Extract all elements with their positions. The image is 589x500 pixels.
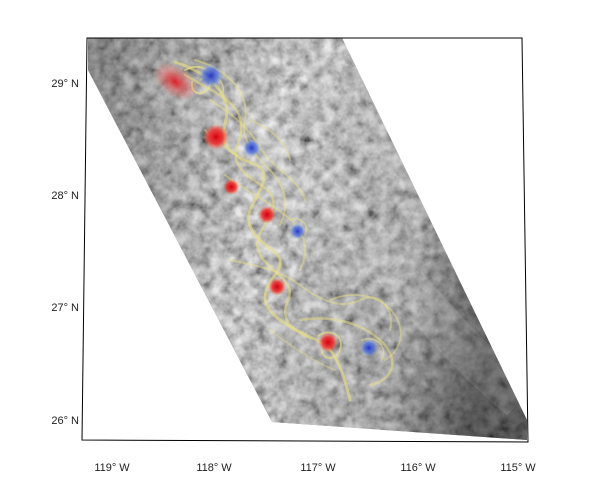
- positive-vortex: [268, 277, 287, 296]
- lat-tick-label: 29° N: [51, 78, 79, 90]
- positive-vortex: [203, 123, 229, 150]
- map-frame: [81, 37, 529, 443]
- streamlines: [173, 59, 402, 402]
- negative-vortex: [242, 139, 261, 158]
- lon-tick-label: 117° W: [300, 462, 336, 474]
- positive-vortex: [318, 332, 339, 353]
- longitude-labels: 119° W 118° W 117° W 116° W 115° W: [94, 462, 536, 474]
- satellite-swath: [88, 38, 527, 440]
- vortex-markers: [152, 62, 378, 357]
- negative-vortex: [198, 63, 223, 88]
- lat-tick-label: 26° N: [51, 415, 79, 427]
- lon-tick-label: 116° W: [400, 462, 436, 474]
- negative-vortex: [289, 223, 306, 240]
- negative-vortex: [360, 338, 378, 357]
- lon-tick-label: 115° W: [500, 462, 536, 474]
- positive-vortex: [258, 205, 276, 224]
- lon-tick-label: 119° W: [94, 462, 130, 474]
- positive-vortex: [223, 178, 240, 195]
- lat-tick-label: 27° N: [51, 302, 79, 314]
- lat-tick-label: 28° N: [51, 190, 79, 202]
- lon-tick-label: 118° W: [196, 462, 232, 474]
- positive-vortex: [152, 62, 198, 101]
- latitude-labels: 29° N 28° N 27° N 26° N: [51, 78, 79, 427]
